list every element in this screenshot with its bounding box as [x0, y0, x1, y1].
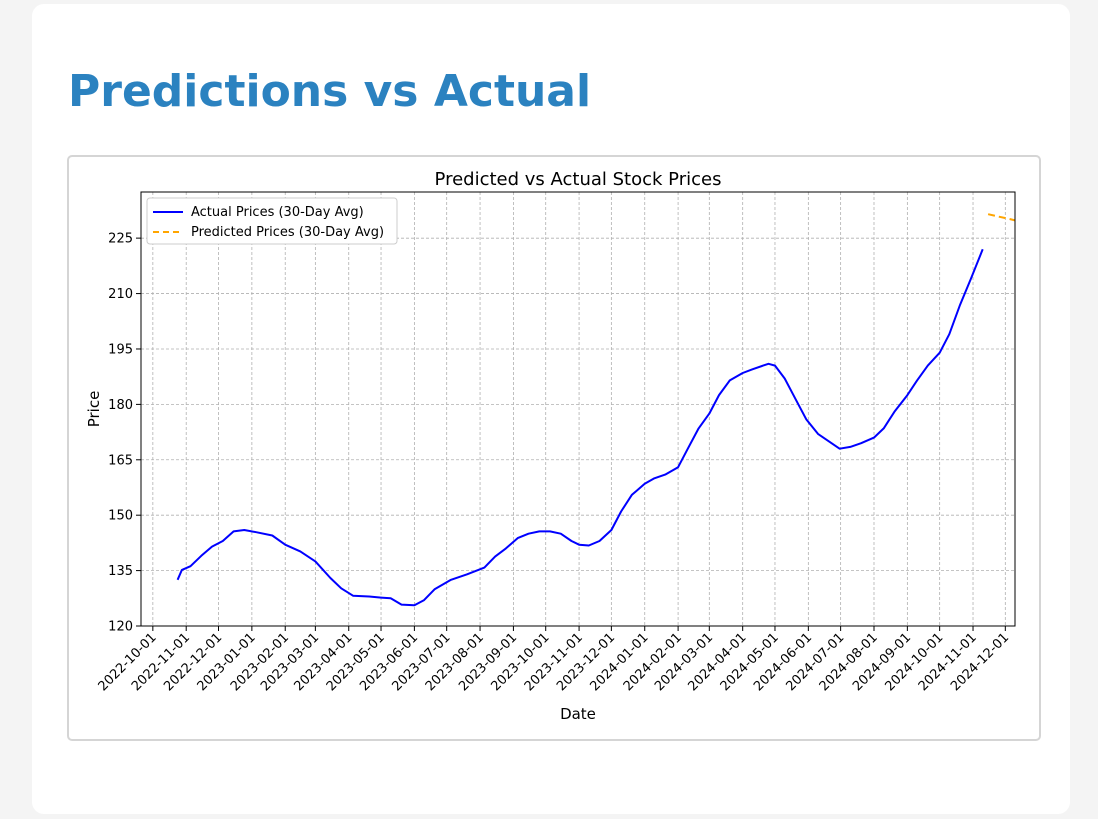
y-tick-label: 195 [108, 342, 133, 357]
content-card: Predictions vs Actual 120 135 150 165 180 195… [32, 4, 1070, 814]
y-tick-label: 225 [108, 232, 133, 247]
grid [141, 192, 1015, 627]
predicted-prices-line [987, 213, 1016, 222]
legend: Actual Prices (30-Day Avg) Predicted Pri… [146, 197, 398, 245]
legend-box [146, 197, 398, 245]
y-tick-label: 165 [108, 453, 133, 468]
y-axis-label: Price [85, 391, 103, 428]
y-tick-label: 150 [108, 509, 133, 524]
y-tick-label: 210 [108, 287, 133, 302]
plot-area [140, 191, 1016, 627]
x-axis-label: Date [560, 705, 596, 723]
page-title: Predictions vs Actual [68, 66, 592, 117]
stock-price-chart: 120 135 150 165 180 195 210 225 2022-10-012022-… [85, 169, 1016, 723]
legend-label-predicted: Predicted Prices (30-Day Avg) [191, 225, 384, 240]
chart-container: 120 135 150 165 180 195 210 225 2022-10-01 2022-… [67, 155, 1041, 741]
y-axis: 120 135 150 165 180 195 210 225 [108, 232, 141, 635]
y-tick-label: 180 [108, 398, 133, 413]
x-axis: 2022-10-012022-11-012022-12-012023-01-01… [96, 626, 1012, 694]
chart-title: Predicted vs Actual Stock Prices [435, 169, 722, 190]
y-tick-label: 135 [108, 564, 133, 579]
series-layer [176, 213, 1016, 607]
legend-label-actual: Actual Prices (30-Day Avg) [191, 205, 364, 220]
actual-prices-line [176, 248, 984, 607]
y-tick-label: 120 [108, 620, 133, 635]
